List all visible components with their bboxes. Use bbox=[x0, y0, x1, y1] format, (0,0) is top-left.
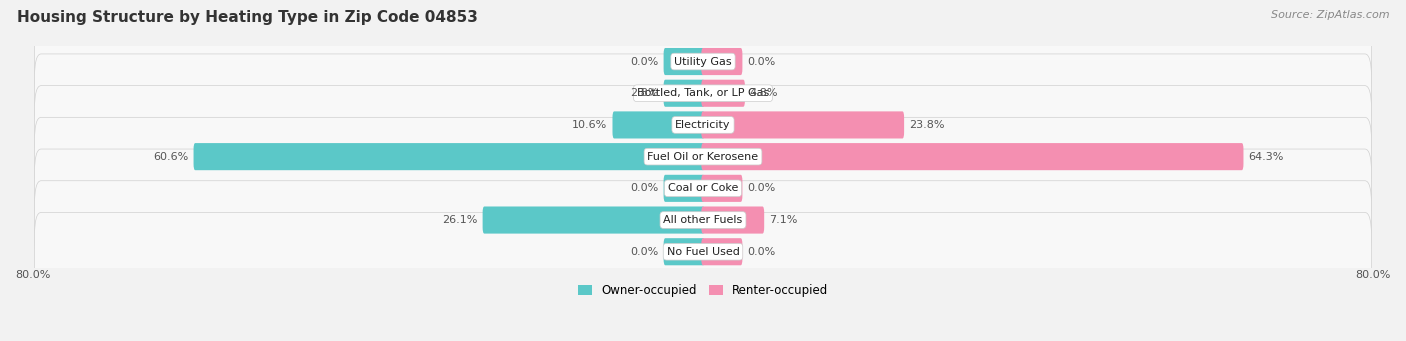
FancyBboxPatch shape bbox=[34, 212, 1372, 291]
FancyBboxPatch shape bbox=[34, 22, 1372, 101]
FancyBboxPatch shape bbox=[702, 238, 742, 265]
FancyBboxPatch shape bbox=[34, 86, 1372, 164]
FancyBboxPatch shape bbox=[34, 149, 1372, 228]
Text: 0.0%: 0.0% bbox=[748, 57, 776, 66]
FancyBboxPatch shape bbox=[702, 175, 742, 202]
FancyBboxPatch shape bbox=[702, 143, 1243, 170]
Text: 4.8%: 4.8% bbox=[749, 88, 779, 98]
FancyBboxPatch shape bbox=[702, 80, 745, 107]
FancyBboxPatch shape bbox=[34, 181, 1372, 260]
FancyBboxPatch shape bbox=[34, 117, 1372, 196]
Legend: Owner-occupied, Renter-occupied: Owner-occupied, Renter-occupied bbox=[572, 279, 834, 302]
Text: 0.0%: 0.0% bbox=[630, 57, 658, 66]
FancyBboxPatch shape bbox=[664, 80, 704, 107]
Text: 7.1%: 7.1% bbox=[769, 215, 797, 225]
Text: No Fuel Used: No Fuel Used bbox=[666, 247, 740, 257]
FancyBboxPatch shape bbox=[482, 207, 704, 234]
FancyBboxPatch shape bbox=[702, 48, 742, 75]
Text: 0.0%: 0.0% bbox=[630, 247, 658, 257]
Text: 26.1%: 26.1% bbox=[443, 215, 478, 225]
FancyBboxPatch shape bbox=[613, 112, 704, 138]
Text: Housing Structure by Heating Type in Zip Code 04853: Housing Structure by Heating Type in Zip… bbox=[17, 10, 478, 25]
Text: 23.8%: 23.8% bbox=[910, 120, 945, 130]
Text: Fuel Oil or Kerosene: Fuel Oil or Kerosene bbox=[647, 152, 759, 162]
Text: All other Fuels: All other Fuels bbox=[664, 215, 742, 225]
FancyBboxPatch shape bbox=[34, 54, 1372, 133]
Text: 0.0%: 0.0% bbox=[630, 183, 658, 193]
Text: 2.8%: 2.8% bbox=[630, 88, 658, 98]
FancyBboxPatch shape bbox=[702, 207, 765, 234]
FancyBboxPatch shape bbox=[664, 175, 704, 202]
Text: 60.6%: 60.6% bbox=[153, 152, 188, 162]
Text: Source: ZipAtlas.com: Source: ZipAtlas.com bbox=[1271, 10, 1389, 20]
Text: Electricity: Electricity bbox=[675, 120, 731, 130]
Text: Utility Gas: Utility Gas bbox=[675, 57, 731, 66]
FancyBboxPatch shape bbox=[664, 238, 704, 265]
Text: 10.6%: 10.6% bbox=[572, 120, 607, 130]
Text: 0.0%: 0.0% bbox=[748, 247, 776, 257]
Text: Coal or Coke: Coal or Coke bbox=[668, 183, 738, 193]
Text: 0.0%: 0.0% bbox=[748, 183, 776, 193]
Text: Bottled, Tank, or LP Gas: Bottled, Tank, or LP Gas bbox=[637, 88, 769, 98]
FancyBboxPatch shape bbox=[664, 48, 704, 75]
Text: 64.3%: 64.3% bbox=[1249, 152, 1284, 162]
FancyBboxPatch shape bbox=[194, 143, 704, 170]
FancyBboxPatch shape bbox=[702, 112, 904, 138]
